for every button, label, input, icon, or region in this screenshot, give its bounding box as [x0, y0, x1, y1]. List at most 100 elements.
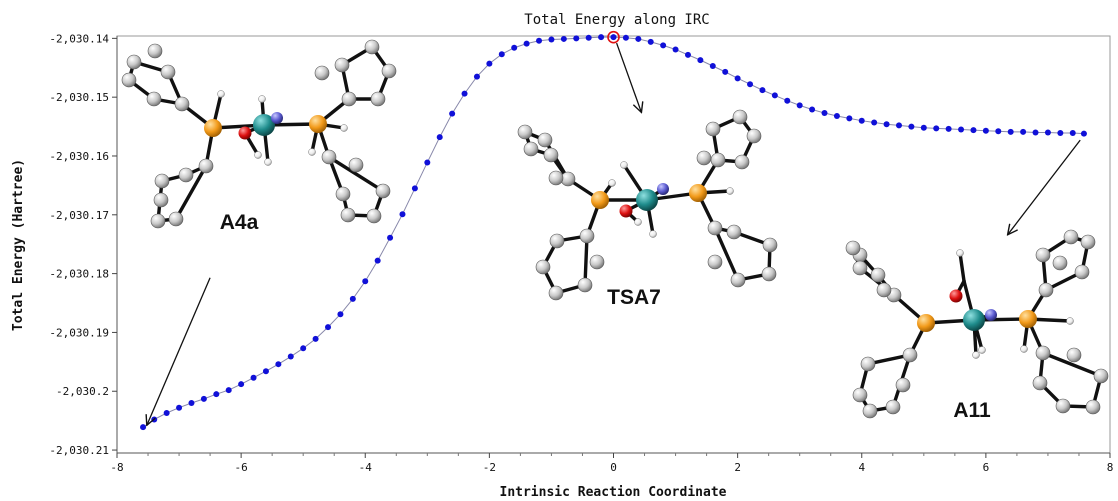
metal-atom: [963, 309, 985, 331]
data-point: [622, 34, 629, 41]
data-point: [498, 51, 505, 58]
data-point: [647, 38, 654, 45]
data-point: [151, 416, 158, 423]
data-point: [635, 35, 642, 42]
data-point: [349, 295, 356, 302]
data-point: [300, 345, 307, 352]
data-point: [238, 381, 245, 388]
data-point: [511, 44, 518, 51]
x-axis-ticks: -8 -6 -4 -2 0 2 4 6 8: [110, 453, 1113, 474]
data-point: [486, 60, 493, 67]
data-point: [759, 87, 766, 94]
data-point: [908, 123, 915, 130]
data-point: [771, 92, 778, 99]
data-point: [1080, 130, 1087, 137]
data-point: [697, 57, 704, 64]
data-point: [176, 404, 183, 411]
data-point: [436, 134, 443, 141]
x-tick-label: -8: [110, 461, 123, 474]
x-tick-label: 2: [734, 461, 741, 474]
data-point: [312, 335, 319, 342]
phosphorus-atom: [204, 119, 222, 137]
data-point: [573, 35, 580, 42]
data-point: [734, 75, 741, 82]
y-tick-label: -2,030.19: [49, 326, 109, 339]
annotation-arrow: [1008, 139, 1081, 235]
y-tick-label: -2,030.2: [56, 385, 109, 398]
data-point: [548, 36, 555, 43]
y-tick-label: -2,030.16: [49, 150, 109, 163]
data-point: [920, 124, 927, 131]
data-point: [933, 125, 940, 132]
data-point: [250, 374, 257, 381]
data-point: [809, 106, 816, 113]
data-point: [411, 185, 418, 192]
molecule-A11-illustration: [845, 229, 1109, 419]
metal-atom: [636, 189, 658, 211]
data-point: [325, 324, 332, 331]
metal-atom: [253, 114, 275, 136]
data-point: [1020, 128, 1027, 135]
data-point: [213, 391, 220, 398]
y-tick-label: -2,030.14: [49, 32, 109, 45]
data-point: [684, 51, 691, 58]
oxygen-atom: [238, 126, 252, 140]
data-point: [1044, 129, 1051, 136]
molecule-A4a-illustration: [121, 39, 397, 229]
phosphorus-atom: [1019, 310, 1037, 328]
data-point: [188, 400, 195, 407]
x-tick-label: 4: [858, 461, 865, 474]
data-point: [287, 353, 294, 360]
data-point: [610, 34, 617, 41]
data-point: [833, 112, 840, 119]
y-tick-label: -2,030.17: [49, 209, 109, 222]
highlighted-point-ring: [607, 30, 620, 44]
carbon-atoms: [517, 109, 778, 301]
data-point: [747, 81, 754, 88]
y-tick-label: -2,030.21: [49, 444, 109, 457]
phosphorus-atom: [917, 314, 935, 332]
data-point: [275, 361, 282, 368]
x-tick-label: 8: [1107, 461, 1114, 474]
data-point: [958, 126, 965, 133]
data-point: [796, 102, 803, 109]
annotation-label-A4a: A4a: [220, 211, 259, 234]
y-axis-ticks: -2,030.14 -2,030.15 -2,030.16 -2,030.17 -2,0…: [49, 32, 117, 457]
annotation-arrows: [147, 42, 1081, 425]
data-point: [560, 35, 567, 42]
data-point: [995, 128, 1002, 135]
data-point: [871, 119, 878, 126]
oxygen-atom: [619, 204, 633, 218]
x-axis-label: Intrinsic Reaction Coordinate: [500, 485, 727, 500]
annotation-label-TSA7: TSA7: [607, 286, 661, 309]
y-tick-label: -2,030.15: [49, 91, 109, 104]
data-point: [858, 117, 865, 124]
data-point: [945, 125, 952, 132]
data-point: [821, 110, 828, 117]
plot-frame: [116, 35, 1111, 454]
data-point: [1057, 130, 1064, 137]
data-point: [1032, 129, 1039, 136]
data-point: [672, 46, 679, 53]
hydrogen-atoms: [956, 249, 1074, 359]
data-point: [200, 395, 207, 402]
data-point: [895, 122, 902, 129]
oxygen-atom: [949, 289, 963, 303]
phosphorus-atom: [309, 115, 327, 133]
data-point: [362, 278, 369, 285]
x-tick-label: -4: [359, 461, 373, 474]
hydrogen-atoms: [608, 161, 734, 238]
data-point: [262, 368, 269, 375]
energy-series: [140, 30, 1087, 431]
data-point: [585, 34, 592, 41]
nitrogen-atom: [985, 309, 997, 321]
data-point: [399, 211, 406, 218]
data-point: [883, 121, 890, 128]
data-point: [982, 127, 989, 134]
data-point: [523, 40, 530, 47]
data-point: [225, 387, 232, 394]
data-point: [424, 159, 431, 166]
data-point: [970, 127, 977, 134]
data-point: [163, 410, 170, 417]
